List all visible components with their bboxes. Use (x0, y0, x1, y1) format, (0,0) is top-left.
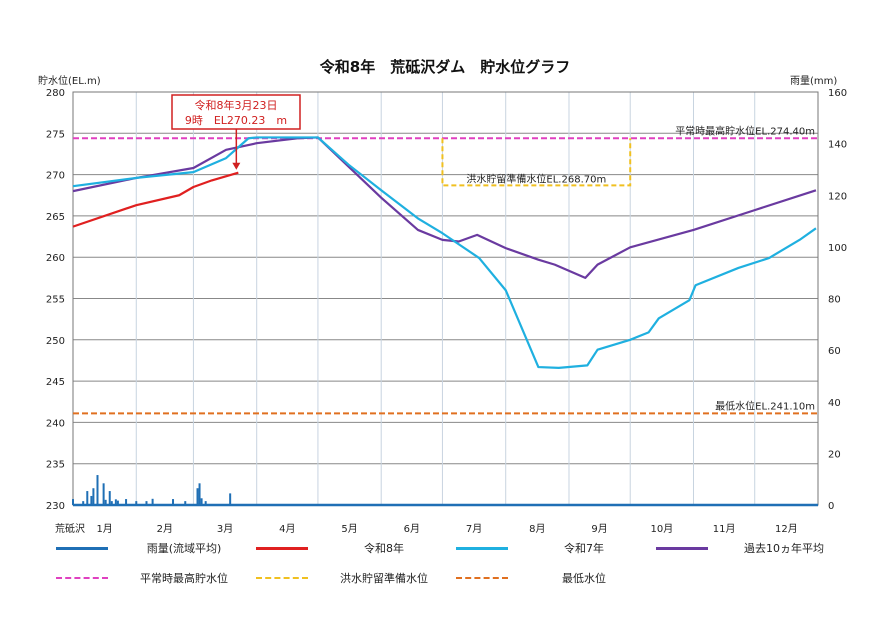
legend-swatch (456, 546, 508, 550)
rain-bar (184, 501, 187, 505)
legend-item: 令和8年 (250, 540, 450, 556)
rain-bar (196, 488, 199, 505)
rain-bar (229, 493, 232, 505)
rain-bar (135, 501, 138, 505)
annotation-line1: 令和8年3月23日 (195, 98, 278, 112)
legend-swatch (656, 546, 708, 550)
y2-tick-label: 140 (828, 140, 847, 151)
rain-bar (172, 499, 175, 505)
legend-label: 最低水位 (562, 572, 606, 585)
rain-bar (96, 475, 99, 505)
y-tick-label: 245 (46, 377, 65, 388)
x-tick-label: 2月 (157, 523, 173, 535)
rain-bar (151, 498, 154, 505)
rain-bar (102, 483, 105, 505)
legend-label: 令和7年 (564, 542, 604, 555)
rain-bar (90, 495, 93, 505)
legend: 雨量(流域平均) 令和8年 令和7年 過去10ヵ年平均平常時最高貯水位 洪水貯留準備水位… (50, 540, 850, 586)
rain-bar (114, 499, 117, 505)
rain-bar (92, 488, 95, 505)
x-tick-label: 8月 (529, 523, 545, 535)
annotation-arrow-head (232, 162, 241, 170)
x-tick-label: 10月 (650, 523, 673, 535)
series-line-r7 (72, 136, 817, 369)
rain-bar (204, 501, 207, 505)
legend-item: 雨量(流域平均) (50, 540, 250, 556)
rain-bar (116, 500, 119, 505)
y2-tick-label: 40 (828, 398, 841, 409)
x-tick-label: 4月 (279, 523, 295, 535)
rain-bar (82, 501, 85, 505)
rain-bar (200, 498, 203, 505)
rain-bar (110, 501, 113, 505)
rain-bar (145, 501, 148, 505)
y-axis-label: 貯水位(EL.m) (38, 74, 101, 87)
y-tick-label: 250 (46, 336, 65, 347)
chart-title: 令和8年 荒砥沢ダム 貯水位グラフ (320, 58, 570, 76)
y-tick-label: 260 (46, 253, 65, 264)
legend-label: 洪水貯留準備水位 (340, 572, 428, 585)
rain-bar (72, 499, 74, 505)
legend-item: 過去10ヵ年平均 (650, 540, 850, 556)
rain-bar (104, 499, 107, 505)
y2-tick-label: 120 (828, 191, 847, 202)
y2-tick-label: 0 (828, 501, 834, 512)
series-line-r8 (72, 171, 239, 228)
annotation-box (171, 94, 301, 130)
station-label: 荒砥沢 (55, 522, 85, 535)
legend-item: 洪水貯留準備水位 (250, 570, 450, 586)
y2-tick-label: 80 (828, 295, 841, 306)
y-tick-label: 270 (46, 171, 65, 182)
annotation-line2: 9時 EL270.23 m (185, 114, 287, 127)
x-tick-label: 11月 (713, 523, 736, 535)
rain-bar (198, 483, 201, 505)
legend-swatch (56, 577, 108, 579)
y-tick-label: 255 (46, 295, 65, 306)
flood-level-label: 洪水貯留準備水位EL.268.70m (466, 172, 606, 185)
legend-label: 過去10ヵ年平均 (744, 542, 824, 555)
legend-swatch (56, 546, 108, 550)
y2-tick-label: 60 (828, 346, 841, 357)
y-tick-label: 240 (46, 418, 65, 429)
legend-label: 令和8年 (364, 542, 404, 555)
min_level-label: 最低水位EL.241.10m (715, 399, 815, 412)
y-tick-label: 275 (46, 129, 65, 140)
y-tick-label: 235 (46, 460, 65, 471)
x-tick-label: 7月 (466, 523, 482, 535)
y2-tick-label: 100 (828, 243, 847, 254)
flood-level-line (441, 138, 632, 187)
x-tick-label: 9月 (591, 523, 607, 535)
max_level-label: 平常時最高貯水位EL.274.40m (675, 124, 815, 137)
legend-item: 最低水位 (450, 570, 650, 586)
y2-tick-label: 160 (828, 88, 847, 99)
y-tick-label: 265 (46, 212, 65, 223)
legend-swatch (256, 546, 308, 550)
y-tick-label: 230 (46, 501, 65, 512)
legend-item: 平常時最高貯水位 (50, 570, 250, 586)
rain-bar (125, 499, 128, 505)
x-tick-label: 5月 (341, 523, 357, 535)
y2-tick-label: 20 (828, 449, 841, 460)
y-tick-label: 280 (46, 88, 65, 99)
rain-bar (86, 491, 89, 505)
rain-bar (108, 491, 111, 505)
x-tick-label: 1月 (96, 523, 112, 535)
x-tick-label: 6月 (404, 523, 420, 535)
legend-swatch (256, 577, 308, 579)
x-tick-label: 3月 (217, 523, 233, 535)
legend-label: 雨量(流域平均) (146, 542, 222, 555)
legend-label: 平常時最高貯水位 (140, 572, 228, 585)
legend-swatch (456, 577, 508, 579)
x-tick-label: 12月 (775, 523, 798, 535)
legend-item: 令和7年 (450, 540, 650, 556)
y2-axis-label: 雨量(mm) (790, 75, 837, 87)
